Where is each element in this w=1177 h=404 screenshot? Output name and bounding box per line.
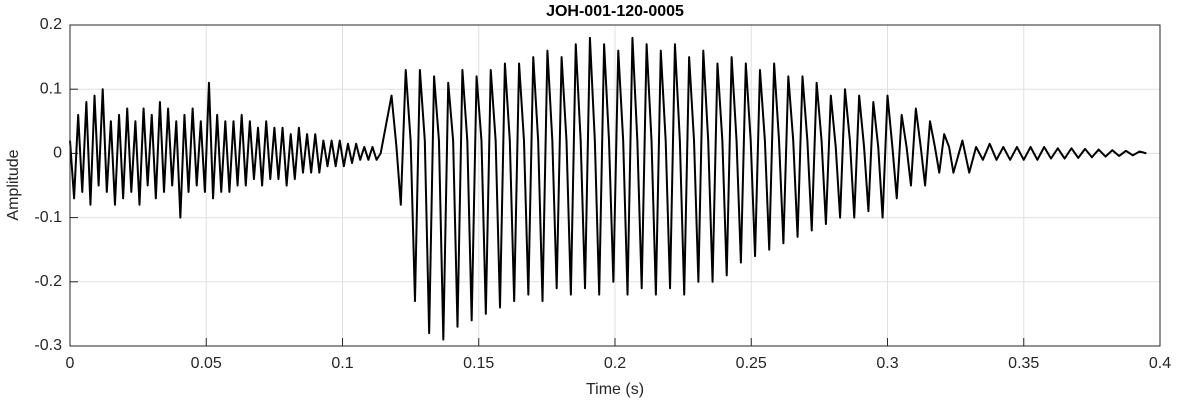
- x-tick-label: 0.25: [736, 355, 767, 372]
- x-tick-label: 0.35: [1008, 355, 1039, 372]
- x-axis-label: Time (s): [586, 381, 644, 398]
- y-tick-label: -0.1: [34, 209, 62, 226]
- y-tick-label: -0.2: [34, 273, 62, 290]
- y-axis-label: Amplitude: [5, 149, 22, 220]
- chart-title: JOH-001-120-0005: [546, 3, 684, 20]
- y-tick-label: 0: [53, 145, 62, 162]
- waveform-line: [69, 36, 1147, 341]
- plot-frame: [69, 24, 1161, 347]
- x-tick-label: 0.3: [876, 355, 898, 372]
- x-tick-label: 0.15: [463, 355, 494, 372]
- x-tick-label: 0.2: [604, 355, 626, 372]
- x-tick-label: 0.1: [331, 355, 353, 372]
- y-tick-label: 0.2: [40, 16, 62, 33]
- x-tick-label: 0.05: [191, 355, 222, 372]
- y-tick-label: 0.1: [40, 80, 62, 97]
- x-tick-label: 0: [66, 355, 75, 372]
- x-tick-label: 0.4: [1149, 355, 1171, 372]
- y-tick-label: -0.3: [34, 337, 62, 354]
